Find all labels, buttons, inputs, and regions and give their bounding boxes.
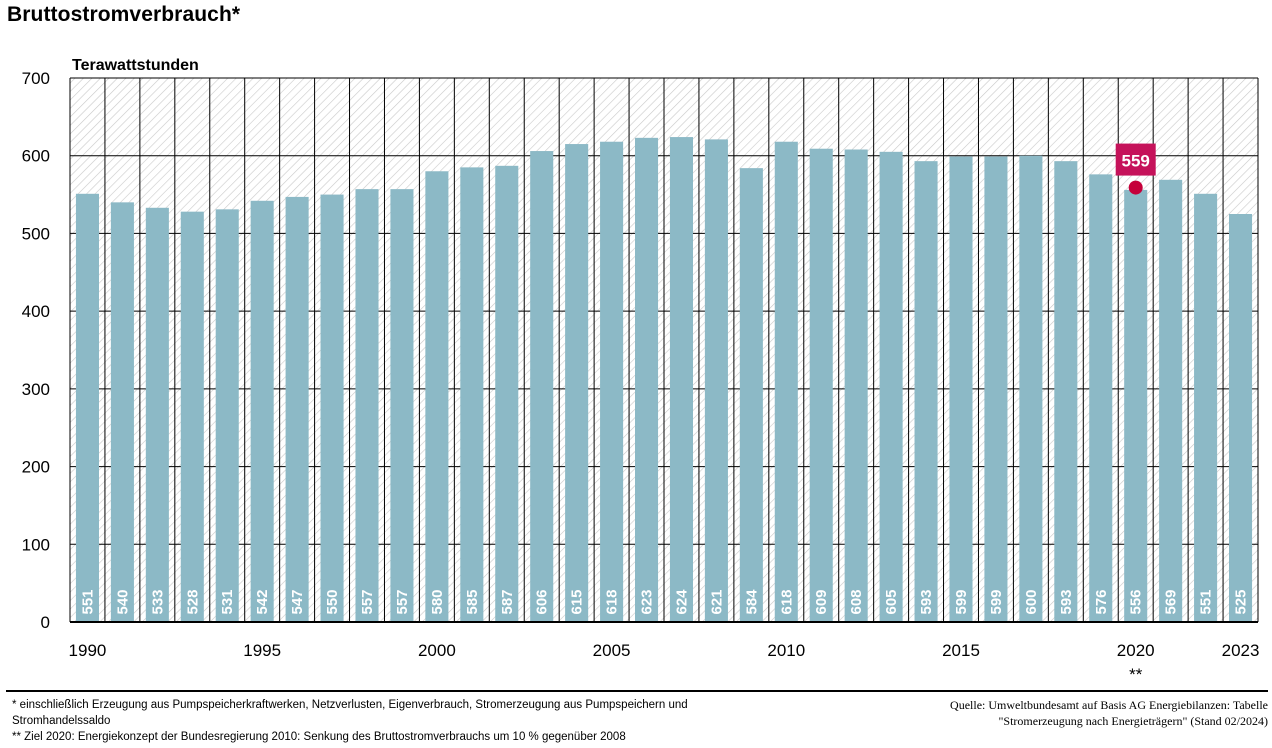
chart-title: Bruttostromverbrauch*	[7, 3, 241, 26]
target-label-box	[1115, 143, 1156, 176]
bar-value-label: 606	[534, 589, 551, 614]
axes: 0 100 200 300 400 500 600 700 1990 1995 2000 2005 20…	[22, 69, 1260, 684]
bar	[145, 207, 169, 623]
bar-value-label: 618	[604, 589, 621, 614]
bar-value-label: 615	[569, 589, 586, 614]
bar-value-label: 550	[324, 589, 341, 614]
bar	[669, 137, 694, 622]
target-marker: 559	[1115, 143, 1156, 195]
bar	[1228, 214, 1253, 622]
bar	[285, 196, 309, 622]
x-tick-label: 2000	[418, 641, 456, 660]
bar-value-label: 542	[254, 589, 271, 614]
y-tick-label: 600	[22, 147, 50, 166]
bar-value-label: 580	[429, 589, 446, 614]
bar	[1159, 179, 1183, 622]
bar	[1194, 193, 1218, 622]
bar	[180, 211, 204, 622]
bar	[704, 139, 728, 622]
y-tick-label: 400	[22, 302, 50, 321]
y-tick-label: 500	[22, 224, 50, 243]
bar-value-label: 557	[359, 589, 376, 614]
target-value-label: 559	[1122, 152, 1150, 171]
bar-value-label: 584	[743, 589, 760, 615]
bar-value-label: 547	[289, 589, 306, 614]
target-dot	[1128, 180, 1143, 195]
y-tick-label: 200	[22, 458, 50, 477]
bar	[600, 141, 624, 622]
footnotes: * einschließlich Erzeugung aus Pumpspeic…	[12, 697, 752, 745]
bar	[634, 137, 659, 622]
bar	[1019, 155, 1043, 622]
bar-value-label: 557	[394, 589, 411, 614]
bar-value-label: 587	[499, 589, 516, 614]
bar	[879, 151, 903, 623]
bar-value-label: 551	[1198, 589, 1215, 614]
x-tick-label: 2015	[942, 641, 980, 660]
x-tick-label: 1990	[69, 641, 107, 660]
bar-value-label: 599	[953, 589, 970, 614]
bar	[425, 171, 449, 622]
bar-value-label: 593	[918, 589, 935, 614]
bar-value-label: 531	[219, 589, 236, 614]
x-tick-label: 2010	[767, 641, 805, 660]
bar	[460, 167, 484, 622]
bar	[215, 209, 239, 622]
bar	[495, 165, 519, 622]
x-tick-label: 2023	[1222, 641, 1260, 660]
bar-value-label: 569	[1163, 589, 1180, 614]
bar-value-label: 533	[149, 589, 166, 614]
footer-rule	[6, 690, 1268, 692]
bar-value-label: 623	[639, 589, 656, 614]
bar	[914, 161, 938, 622]
bar	[1089, 174, 1113, 622]
bar-value-label: 609	[813, 589, 830, 614]
bar-value-label: 624	[673, 589, 690, 615]
bar-chart: 551 540 533 528 531 542 547 550 557 557 580 585 587 6…	[22, 57, 1260, 684]
y-tick-label: 100	[22, 535, 50, 554]
bar	[390, 189, 414, 623]
bar	[949, 156, 973, 622]
bar-value-label: 608	[848, 589, 865, 614]
y-tick-label: 0	[41, 613, 50, 632]
bar-value-label: 593	[1058, 589, 1075, 614]
bar-value-label: 540	[114, 589, 131, 614]
footnote-1: * einschließlich Erzeugung aus Pumpspeic…	[12, 699, 688, 727]
y-tick-label: 300	[22, 380, 50, 399]
x-tick-label: 2005	[593, 641, 631, 660]
bar	[984, 156, 1008, 622]
bar	[739, 168, 763, 623]
x-tick-label: 1995	[243, 641, 281, 660]
bar-value-label: 605	[883, 589, 900, 614]
bar	[1054, 161, 1078, 622]
bar-value-label: 585	[464, 589, 481, 614]
y-axis-label: Terawattstunden	[72, 57, 199, 74]
bar	[809, 148, 833, 622]
bar	[774, 141, 798, 622]
bar-value-label: 576	[1093, 589, 1110, 614]
bar	[1124, 189, 1148, 622]
bars: 551 540 533 528 531 542 547 550 557 557 580 585 587 6…	[75, 137, 1253, 623]
target-note-label: **	[1129, 665, 1143, 684]
bar-value-label: 600	[1023, 589, 1040, 614]
x-tick-label: 2020	[1117, 641, 1155, 660]
bar-value-label: 551	[79, 589, 96, 614]
bar-value-label: 599	[988, 589, 1005, 614]
source-note: Quelle: Umweltbundesamt auf Basis AG Ene…	[950, 698, 1268, 728]
bar	[565, 144, 589, 623]
bar-value-label: 618	[778, 589, 795, 614]
bar-value-label: 528	[184, 589, 201, 614]
bar-value-label: 621	[708, 589, 725, 614]
bar	[530, 151, 554, 622]
bar	[75, 193, 100, 622]
bar	[320, 194, 344, 623]
bar	[844, 149, 868, 623]
bar	[355, 189, 379, 623]
bar	[250, 200, 274, 622]
bar-value-label: 525	[1233, 589, 1250, 614]
footnote-2: ** Ziel 2020: Energiekonzept der Bundesr…	[12, 731, 626, 743]
bar	[110, 202, 134, 623]
y-tick-label: 700	[22, 69, 50, 88]
bar-value-label: 556	[1128, 589, 1145, 614]
